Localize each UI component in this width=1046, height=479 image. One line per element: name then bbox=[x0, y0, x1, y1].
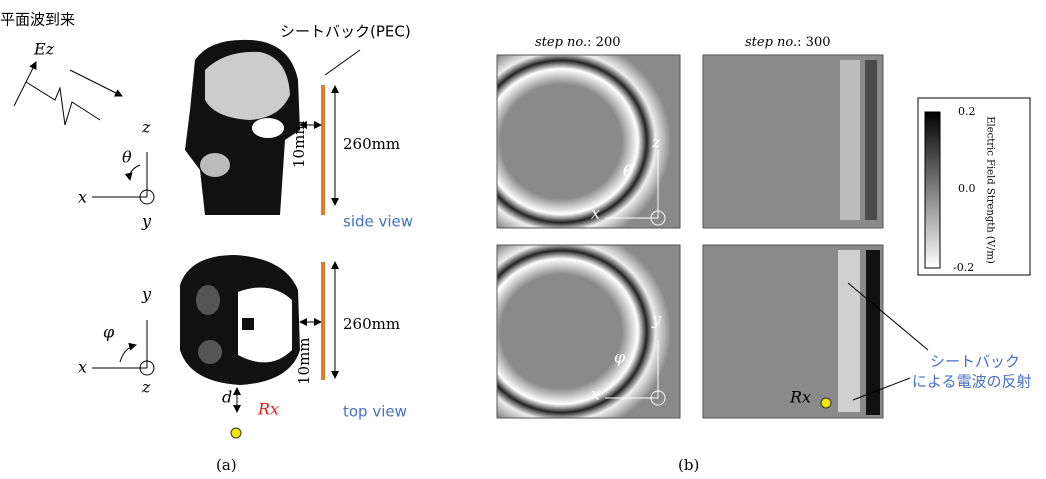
head-top bbox=[180, 255, 300, 385]
incident-label: 平面波到来 bbox=[0, 11, 75, 29]
annotation: による電波の反射 bbox=[912, 373, 1032, 391]
step-label: step no. bbox=[535, 35, 587, 50]
field-image bbox=[497, 245, 680, 418]
column-title: step no.: 200 bbox=[535, 35, 620, 50]
axis-z: z bbox=[141, 118, 151, 137]
propagation-arrow bbox=[70, 70, 122, 96]
annotation: シートバック bbox=[930, 353, 1020, 371]
receiver-label: Rx bbox=[789, 388, 811, 407]
axis-z: z bbox=[141, 378, 151, 397]
field-label: Ez bbox=[33, 40, 55, 59]
figure: 平面波到来 Ez z θ x y シートバック(PEC) 260mm 10mm … bbox=[0, 0, 1046, 479]
distance-label: d bbox=[222, 388, 232, 407]
receiver-label: Rx bbox=[257, 400, 279, 419]
step-value: : 300 bbox=[797, 35, 830, 50]
colorbar-tick: 0.2 bbox=[958, 105, 976, 118]
axis-x: x bbox=[78, 188, 87, 207]
seatback-label: シートバック(PEC) bbox=[280, 23, 411, 41]
colorbar-tick: -0.2 bbox=[953, 261, 974, 274]
colorbar: 0.2 0.0 -0.2 Electric Field Strength (V/… bbox=[918, 98, 1030, 275]
head-side bbox=[185, 40, 300, 215]
leader bbox=[325, 50, 360, 75]
wave bbox=[26, 82, 100, 125]
colorbar-title: Electric Field Strength (V/m) bbox=[985, 116, 996, 264]
axis-x: x bbox=[78, 358, 87, 377]
top-axes: y φ x z bbox=[78, 285, 154, 397]
step-value: : 200 bbox=[587, 35, 620, 50]
axis-y: y bbox=[651, 310, 662, 329]
receiver bbox=[231, 428, 241, 438]
e-field-arrow bbox=[14, 62, 36, 106]
caption: (a) bbox=[216, 456, 237, 474]
gap-label: 10mm bbox=[290, 120, 308, 168]
axis-theta: θ bbox=[122, 148, 132, 167]
axis-x: x bbox=[591, 204, 600, 223]
view-caption: top view bbox=[343, 403, 407, 421]
panel-b: step no.: 200 step no.: 300 z θ x y φ x … bbox=[497, 35, 1032, 475]
axis-phi: φ bbox=[614, 348, 626, 367]
view-caption: side view bbox=[343, 213, 413, 231]
column-title: step no.: 300 bbox=[745, 35, 830, 50]
height-label: 260mm bbox=[343, 315, 400, 333]
axis-theta: θ bbox=[623, 162, 633, 181]
colorbar-tick: 0.0 bbox=[958, 182, 976, 195]
axis-x: x bbox=[591, 385, 600, 404]
axis-y: y bbox=[141, 285, 152, 304]
receiver bbox=[821, 398, 831, 408]
gap-label: 10mm bbox=[295, 337, 313, 385]
side-axes: z θ x y bbox=[78, 118, 154, 231]
panel-a: 平面波到来 Ez z θ x y シートバック(PEC) 260mm 10mm … bbox=[0, 11, 413, 475]
axis-y: y bbox=[141, 212, 152, 231]
step-label: step no. bbox=[745, 35, 797, 50]
axis-phi: φ bbox=[103, 323, 115, 342]
axis-z: z bbox=[651, 133, 661, 152]
caption: (b) bbox=[678, 456, 699, 474]
height-label: 260mm bbox=[343, 135, 400, 153]
